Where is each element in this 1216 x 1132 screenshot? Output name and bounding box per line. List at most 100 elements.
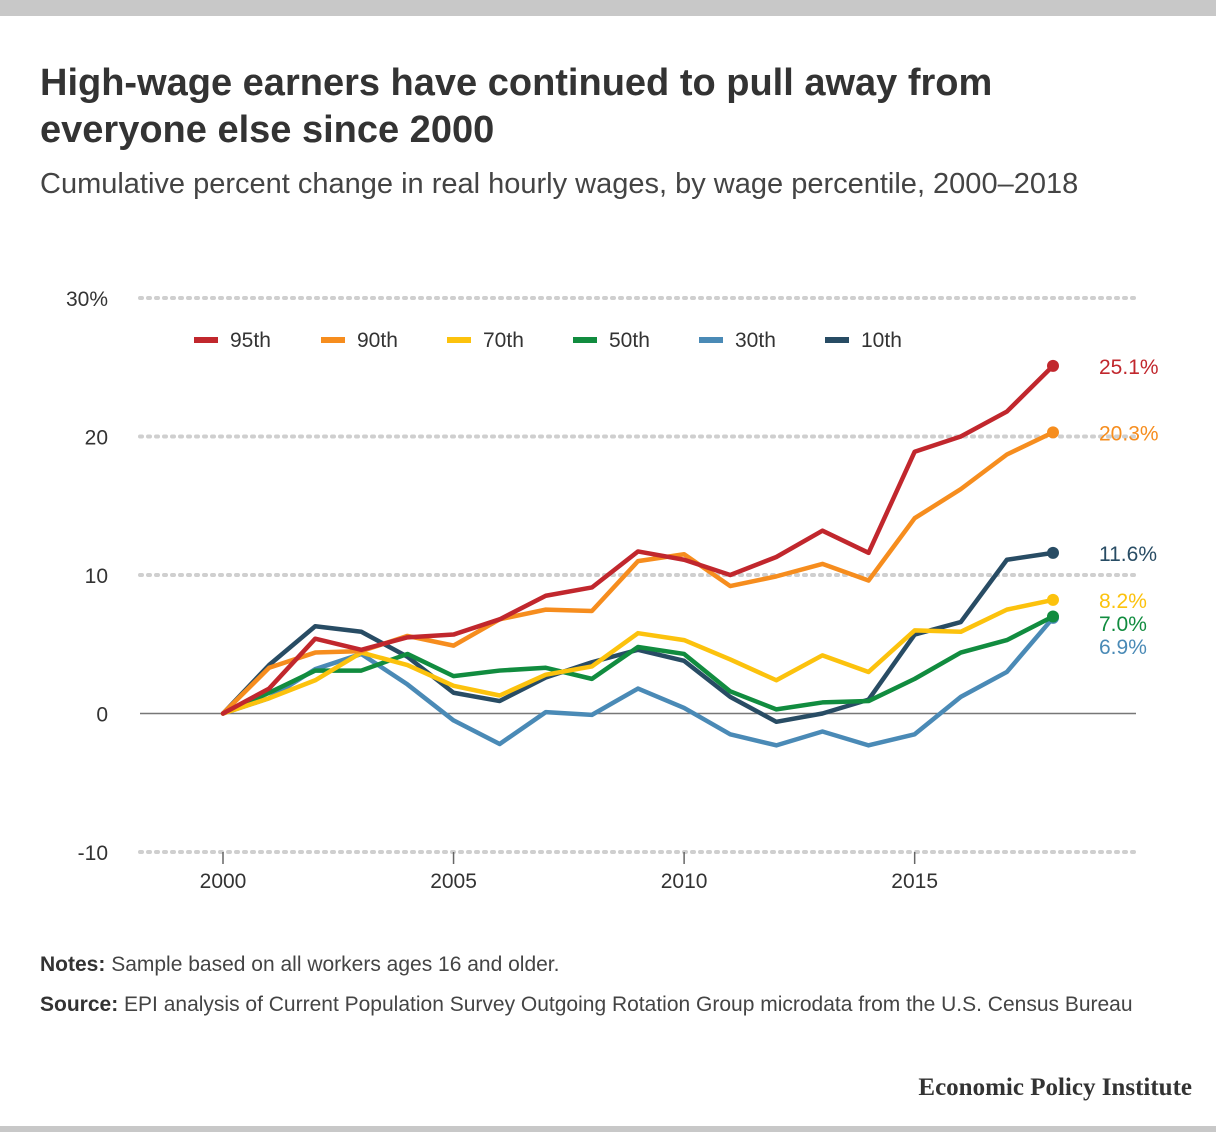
data-point-50th (682, 652, 686, 656)
data-point-30th (774, 743, 778, 747)
data-point-70th (498, 693, 502, 697)
data-point-70th (544, 673, 548, 677)
legend-label-70th: 70th (483, 329, 524, 352)
series-line-95th (220, 363, 1056, 716)
data-point-50th (590, 677, 594, 681)
data-point-50th (359, 669, 363, 673)
data-point-50th (498, 669, 502, 673)
data-point-70th (728, 657, 732, 661)
data-point-95th (313, 637, 317, 641)
data-point-50th (405, 652, 409, 656)
data-point-70th (636, 631, 640, 635)
source-text: EPI analysis of Current Population Surve… (124, 993, 1133, 1016)
data-point-30th (405, 682, 409, 686)
data-point-70th (1005, 608, 1009, 612)
notes-line: Notes: Sample based on all workers ages … (40, 950, 1170, 980)
notes-section: Notes: Sample based on all workers ages … (40, 950, 1170, 1030)
end-dot-10th (1047, 546, 1059, 559)
data-point-30th (452, 718, 456, 722)
data-point-30th (590, 713, 594, 717)
y-tick-label: 30% (66, 288, 108, 311)
data-point-50th (313, 669, 317, 673)
data-point-95th (913, 450, 917, 454)
data-point-70th (774, 678, 778, 682)
data-point-50th (728, 689, 732, 693)
data-point-90th (1005, 453, 1009, 457)
data-point-10th (820, 712, 824, 716)
data-point-50th (774, 707, 778, 711)
gridlines (138, 296, 1138, 854)
y-tick-label: 20 (85, 427, 108, 450)
y-tick-label: 0 (96, 704, 108, 727)
data-point-10th (728, 695, 732, 699)
data-point-50th (544, 666, 548, 670)
data-point-95th (867, 551, 871, 555)
data-point-90th (590, 609, 594, 613)
data-point-10th (359, 630, 363, 634)
data-point-95th (820, 529, 824, 533)
end-dot-95th (1047, 359, 1059, 372)
x-tick-label: 2015 (891, 870, 938, 893)
data-point-95th (498, 617, 502, 621)
end-label-70th: 8.2% (1099, 590, 1147, 613)
legend: 95th 90th 70th 50th 30th 10th (194, 329, 902, 352)
data-point-10th (1005, 558, 1009, 562)
data-point-90th (267, 666, 271, 670)
source-line: Source: EPI analysis of Current Populati… (40, 990, 1170, 1020)
data-point-95th (682, 558, 686, 562)
data-point-10th (498, 699, 502, 703)
data-point-10th (774, 720, 778, 724)
end-dot-70th (1047, 593, 1059, 606)
data-point-30th (820, 730, 824, 734)
data-point-95th (452, 633, 456, 637)
data-point-50th (1005, 638, 1009, 642)
chart-title: High-wage earners have continued to pull… (40, 62, 993, 151)
data-point-70th (590, 664, 594, 668)
data-point-90th (959, 487, 963, 491)
top-border-bar (0, 0, 1216, 16)
data-point-95th (221, 712, 225, 716)
data-point-50th (636, 645, 640, 649)
data-point-30th (682, 706, 686, 710)
chart-subtitle: Cumulative percent change in real hourly… (40, 168, 1079, 200)
data-point-70th (313, 678, 317, 682)
data-point-50th (867, 699, 871, 703)
y-tick-label: -10 (78, 842, 108, 865)
data-point-30th (1005, 670, 1009, 674)
data-point-95th (1005, 410, 1009, 414)
end-label-50th: 7.0% (1099, 613, 1147, 636)
data-point-95th (544, 594, 548, 598)
data-point-95th (636, 549, 640, 553)
data-point-90th (682, 552, 686, 556)
data-point-95th (728, 573, 732, 577)
data-point-95th (267, 687, 271, 691)
data-point-30th (959, 695, 963, 699)
data-point-90th (774, 574, 778, 578)
x-axis-ticks: 2000 2005 2010 2015 (200, 852, 938, 893)
x-tick-label: 2005 (430, 870, 477, 893)
series-line-50th (220, 614, 1056, 716)
end-label-10th: 11.6% (1099, 543, 1157, 566)
data-point-90th (636, 559, 640, 563)
data-point-70th (452, 684, 456, 688)
data-point-70th (867, 670, 871, 674)
legend-label-30th: 30th (735, 329, 776, 352)
x-tick-label: 2010 (661, 870, 708, 893)
data-point-30th (636, 687, 640, 691)
data-point-30th (867, 743, 871, 747)
series-line-30th (220, 615, 1056, 748)
data-point-90th (913, 516, 917, 520)
legend-label-50th: 50th (609, 329, 650, 352)
end-dot-50th (1047, 610, 1059, 623)
data-point-90th (544, 608, 548, 612)
data-point-90th (820, 562, 824, 566)
data-point-95th (959, 435, 963, 439)
data-point-30th (913, 732, 917, 736)
series-line-10th (220, 550, 1056, 725)
line-chart: -10 0 10 20 30% 2000 2005 2010 2015 25.1% 20.3% 1… (66, 288, 1159, 893)
brand-logo-text: Economic Policy Institute (918, 1074, 1192, 1101)
end-label-90th: 20.3% (1099, 422, 1159, 445)
data-point-10th (959, 620, 963, 624)
notes-label: Notes: (40, 953, 106, 976)
data-point-70th (820, 653, 824, 657)
